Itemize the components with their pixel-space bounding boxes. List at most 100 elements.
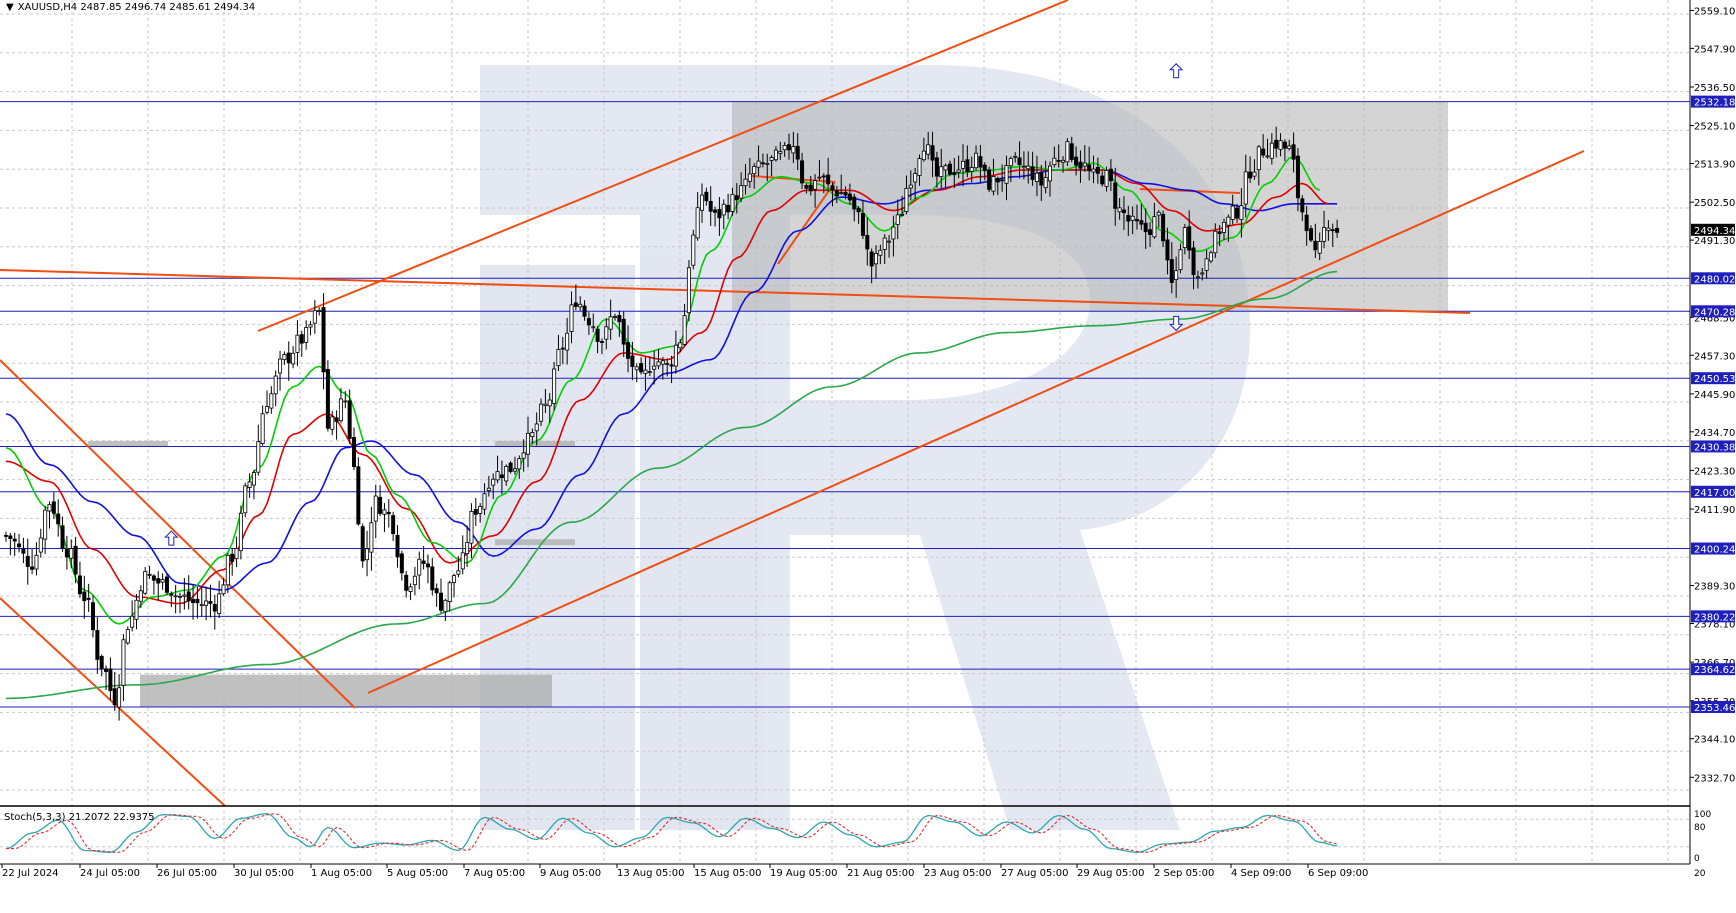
candle-body <box>434 588 439 594</box>
zone-mark <box>495 440 575 447</box>
candle-body <box>678 342 683 349</box>
candle-body <box>325 369 330 429</box>
candle-body <box>926 144 931 155</box>
candle-body <box>43 509 48 540</box>
time-tick-label: 23 Aug 05:00 <box>924 868 991 879</box>
candle-body <box>730 193 735 212</box>
candle-body <box>304 327 309 343</box>
candle-body <box>1026 165 1031 170</box>
candle-body <box>743 178 748 187</box>
candle-body <box>91 602 96 631</box>
price-tick-label: 2344.10 <box>1694 735 1735 746</box>
candle-body <box>238 512 243 552</box>
candle-body <box>673 344 678 367</box>
candle-body <box>486 487 491 491</box>
stoch-level-80: 80 <box>1694 823 1706 833</box>
candle-body <box>1213 230 1218 254</box>
candle-body <box>34 554 39 570</box>
candle-body <box>747 173 752 182</box>
price-tick-label: 2411.90 <box>1694 505 1735 516</box>
stoch-label: Stoch(5,3,3) 21.2072 22.9375 <box>4 812 155 823</box>
candle-body <box>1087 164 1092 172</box>
candle-body <box>1248 171 1253 179</box>
candle-body <box>891 226 896 240</box>
candle-body <box>704 191 709 202</box>
candle-body <box>782 145 787 151</box>
candle-body <box>695 207 700 239</box>
candle-body <box>952 172 957 176</box>
candle-body <box>160 579 165 583</box>
price-tick-label: 2445.90 <box>1694 390 1735 401</box>
candle-body <box>1174 270 1179 280</box>
candle-body <box>887 240 892 243</box>
candle-body <box>143 571 148 594</box>
candle-body <box>817 176 822 179</box>
candle-body <box>1108 168 1113 182</box>
candle-body <box>769 157 774 161</box>
candle-body <box>312 310 317 324</box>
candle-body <box>1239 205 1244 221</box>
time-tick-label: 26 Jul 05:00 <box>157 868 217 879</box>
candle-body <box>356 466 361 525</box>
price-tick-label: 2332.70 <box>1694 773 1735 784</box>
candle-body <box>243 485 248 514</box>
candle-body <box>1074 156 1079 166</box>
candle-body <box>8 535 13 539</box>
candle-body <box>943 165 948 171</box>
candle-body <box>860 213 865 236</box>
candle-body <box>130 615 135 628</box>
candle-body <box>134 599 139 620</box>
stochastic-pane <box>0 813 1690 853</box>
candle-body <box>721 203 726 216</box>
candle-body <box>1330 229 1335 232</box>
candle-body <box>1069 143 1074 160</box>
candle-body <box>1034 172 1039 182</box>
candle-body <box>1161 213 1166 242</box>
price-tick-label: 2468.50 <box>1694 313 1735 324</box>
candle-body <box>1065 141 1070 163</box>
candle-body <box>1078 161 1083 169</box>
trend-line <box>257 0 1069 332</box>
level-label: 2400.24 <box>1694 545 1735 556</box>
candle-body <box>1043 177 1048 189</box>
candle-body <box>573 302 578 307</box>
candle-body <box>947 163 952 175</box>
time-tick-label: 29 Aug 05:00 <box>1077 868 1144 879</box>
candle-body <box>800 160 805 184</box>
candle-body <box>82 591 87 602</box>
candle-body <box>961 160 966 169</box>
candle-body <box>586 318 591 326</box>
candle-body <box>939 166 944 178</box>
candle-body <box>369 522 374 553</box>
candle-body <box>982 164 987 172</box>
candle-body <box>1291 144 1296 160</box>
price-tick-label: 2389.30 <box>1694 582 1735 593</box>
level-label: 2353.46 <box>1694 703 1735 714</box>
candle-body <box>1208 252 1213 262</box>
candle-body <box>343 400 348 403</box>
candle-body <box>839 192 844 195</box>
candle-body <box>543 403 548 406</box>
candle-body <box>1082 162 1087 167</box>
candle-body <box>643 369 648 374</box>
candle-body <box>156 578 161 584</box>
price-tick-label: 2434.70 <box>1694 428 1735 439</box>
price-tick-label: 2502.50 <box>1694 198 1735 209</box>
time-tick-label: 27 Aug 05:00 <box>1001 868 1068 879</box>
candle-body <box>1274 139 1279 149</box>
level-label-box <box>1691 610 1735 623</box>
candle-body <box>1139 220 1144 225</box>
candle-body <box>634 366 639 371</box>
candle-body <box>539 403 544 422</box>
candle-body <box>395 534 400 558</box>
candle-body <box>217 593 222 614</box>
candle-body <box>199 604 204 607</box>
candle-body <box>987 169 992 190</box>
candle-body <box>682 315 687 345</box>
candle-body <box>191 599 196 603</box>
candle-body <box>556 349 561 367</box>
candle-body <box>21 548 26 554</box>
candle-body <box>64 548 69 558</box>
candle-body <box>639 363 644 373</box>
